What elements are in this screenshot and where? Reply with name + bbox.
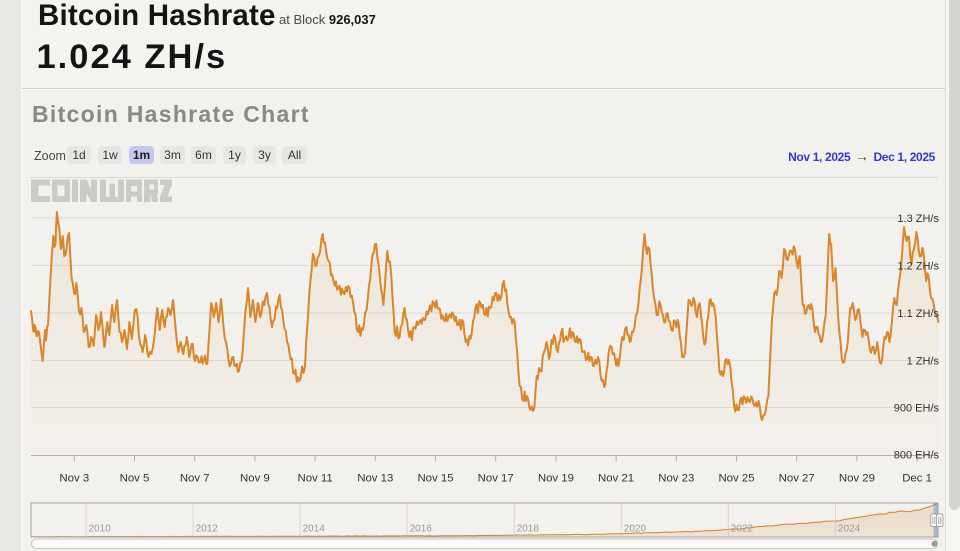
svg-text:2016: 2016 [410,524,433,535]
svg-text:Nov 3: Nov 3 [59,473,89,485]
svg-text:Dec 1: Dec 1 [902,473,932,485]
svg-text:2010: 2010 [89,524,112,535]
svg-text:Nov 7: Nov 7 [180,473,210,485]
svg-text:Nov 13: Nov 13 [357,473,393,485]
svg-text:Nov 5: Nov 5 [120,473,150,485]
svg-text:2020: 2020 [624,524,647,535]
svg-text:2018: 2018 [517,524,540,535]
svg-text:Nov 19: Nov 19 [538,473,574,485]
svg-text:2012: 2012 [196,524,219,535]
svg-text:1.2 ZH/s: 1.2 ZH/s [897,261,939,273]
svg-text:1.1 ZH/s: 1.1 ZH/s [897,308,939,320]
svg-text:2022: 2022 [731,524,754,535]
svg-text:Nov 27: Nov 27 [779,473,815,485]
svg-text:Nov 15: Nov 15 [417,473,453,485]
svg-text:800 EH/s: 800 EH/s [894,450,940,462]
svg-text:900 EH/s: 900 EH/s [894,403,940,415]
svg-text:Nov 17: Nov 17 [478,473,514,485]
svg-text:Nov 9: Nov 9 [240,473,270,485]
svg-text:Nov 11: Nov 11 [297,473,332,485]
svg-text:2014: 2014 [303,524,326,535]
svg-text:Nov 25: Nov 25 [718,473,754,485]
svg-text:1 ZH/s: 1 ZH/s [907,356,940,368]
svg-text:Nov 23: Nov 23 [658,473,694,485]
svg-text:2024: 2024 [838,524,861,535]
svg-text:Nov 29: Nov 29 [839,473,875,485]
svg-text:Nov 21: Nov 21 [598,473,634,485]
svg-text:1.3 ZH/s: 1.3 ZH/s [897,213,939,225]
